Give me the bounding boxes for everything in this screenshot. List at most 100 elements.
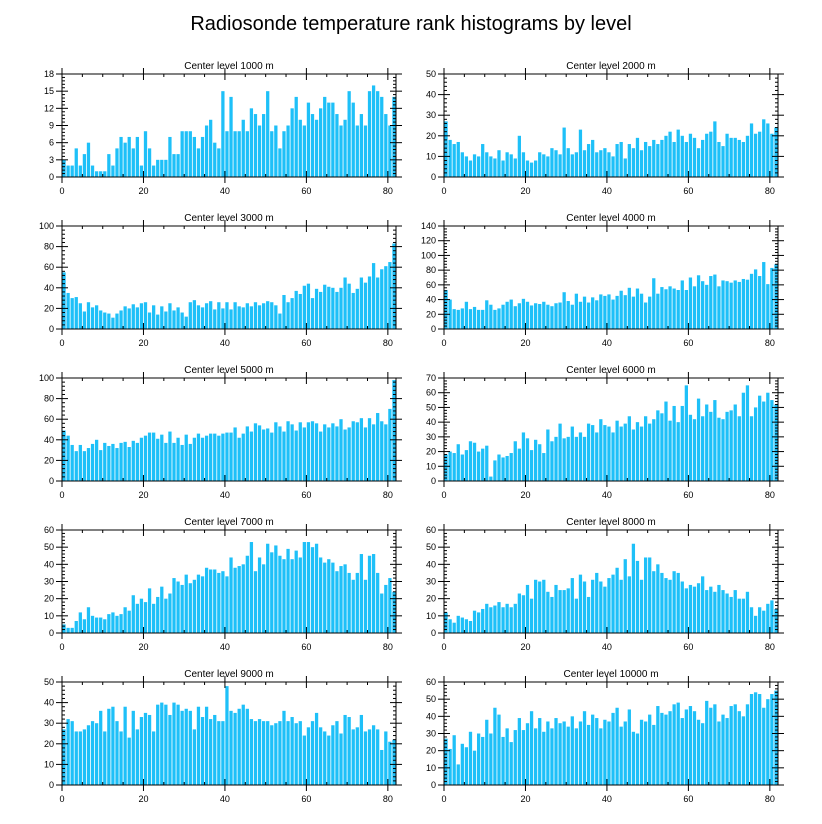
histogram-bar [448, 299, 452, 329]
histogram-bar [209, 569, 213, 633]
histogram-bar [448, 451, 452, 481]
histogram-bar [139, 598, 144, 633]
histogram-bar [294, 723, 298, 785]
histogram-bar [200, 136, 205, 177]
histogram-bar [745, 135, 750, 177]
histogram-bar [371, 263, 376, 329]
histogram-bar [497, 150, 501, 177]
histogram-bar [90, 307, 95, 329]
histogram-bar [323, 731, 327, 785]
histogram-bar [627, 287, 631, 329]
histogram-bar [135, 442, 139, 481]
histogram-bar [388, 125, 392, 177]
histogram-bar [172, 578, 176, 633]
x-tick-label: 20 [520, 338, 530, 348]
y-tick-label: 0 [49, 476, 54, 486]
histogram-bar [635, 137, 640, 177]
histogram-bar [131, 304, 135, 329]
y-tick-label: 40 [44, 559, 54, 569]
histogram-bar [327, 559, 331, 633]
histogram-bar [648, 557, 652, 633]
histogram-bar [525, 723, 530, 785]
y-tick-label: 50 [44, 677, 54, 687]
histogram-bar [749, 607, 754, 633]
histogram-bar [578, 432, 583, 481]
histogram-bar [355, 727, 359, 785]
histogram-bar [456, 141, 460, 177]
histogram-bar [729, 596, 733, 633]
histogram-bar [639, 293, 644, 329]
histogram-bar [688, 584, 693, 633]
histogram-bar [355, 125, 359, 177]
histogram-bar [489, 304, 493, 329]
histogram-bar [664, 714, 668, 785]
histogram-bar [509, 607, 513, 633]
y-tick-label: 15 [44, 86, 54, 96]
x-tick-label: 20 [138, 186, 148, 196]
histogram-bar [509, 453, 513, 481]
histogram-bar [692, 711, 697, 785]
x-tick-label: 40 [602, 794, 612, 804]
histogram-bar [152, 165, 156, 177]
histogram-bar [127, 610, 131, 633]
histogram-bar [327, 427, 331, 481]
histogram-bar [733, 704, 737, 785]
histogram-bar [127, 737, 131, 785]
histogram-bar [582, 711, 587, 785]
panel-title: Center level 10000 m [563, 669, 658, 680]
histogram-bar [188, 131, 192, 177]
histogram-bar [562, 590, 566, 633]
histogram-bar [99, 171, 103, 177]
histogram-bar [323, 284, 327, 329]
histogram-bar [684, 385, 688, 481]
histogram-bar [550, 441, 554, 481]
x-tick-label: 60 [301, 338, 311, 348]
histogram-bar [607, 152, 611, 177]
histogram-bar [460, 617, 464, 633]
y-tick-label: 60 [426, 388, 436, 398]
histogram-bar [456, 444, 460, 481]
histogram-bar [188, 302, 192, 329]
histogram-bar [709, 276, 713, 329]
histogram-bar [713, 591, 717, 633]
x-tick-label: 0 [441, 338, 446, 348]
y-tick-label: 0 [49, 172, 54, 182]
histogram-bar [639, 719, 644, 785]
histogram-bar [302, 427, 306, 481]
y-tick-label: 140 [421, 221, 436, 231]
histogram-bar [241, 564, 245, 633]
histogram-bar [485, 445, 489, 481]
histogram-bar [266, 543, 270, 633]
histogram-bar [164, 159, 168, 177]
histogram-bar [184, 316, 188, 329]
histogram-bar [78, 303, 82, 329]
histogram-bar [331, 102, 335, 177]
histogram-bar [274, 305, 278, 329]
histogram-bar [147, 432, 152, 481]
histogram-bar [290, 298, 294, 329]
histogram-bar [376, 91, 380, 177]
histogram-bar [355, 288, 359, 329]
histogram-bar [257, 425, 262, 481]
histogram-bar [82, 729, 87, 785]
histogram-bar [574, 152, 579, 177]
histogram-panel: Center level 9000 m 0 10 20 30 40 50 0 20 40 60 80 [44, 669, 402, 804]
histogram-bar [676, 572, 680, 633]
histogram-bar [452, 622, 456, 633]
histogram-bar [529, 162, 534, 177]
histogram-bar [196, 574, 201, 633]
histogram-bar [595, 572, 599, 633]
x-tick-label: 20 [138, 642, 148, 652]
histogram-bar [103, 442, 107, 481]
x-tick-label: 80 [383, 490, 393, 500]
histogram-bar [538, 303, 542, 329]
histogram-bar [615, 567, 619, 633]
histogram-bar [639, 579, 644, 633]
histogram-bar [233, 302, 237, 329]
histogram-bar [86, 142, 91, 177]
histogram-bar [143, 131, 148, 177]
histogram-bar [554, 150, 558, 177]
histogram-bar [119, 310, 123, 329]
histogram-bar [392, 739, 396, 785]
y-tick-label: 0 [431, 780, 436, 790]
